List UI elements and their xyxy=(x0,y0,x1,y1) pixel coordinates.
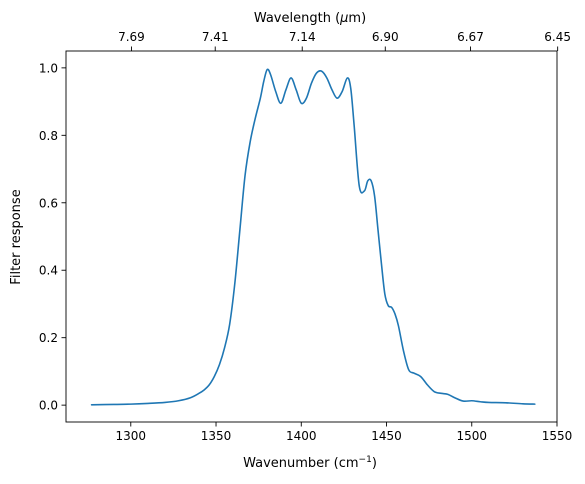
x-tick-label: 1450 xyxy=(371,429,402,443)
x-tick-label: 1550 xyxy=(542,429,573,443)
x-axis-ticks: 1300 1350 1400 1450 1500 1550 xyxy=(116,422,573,443)
top-axis-label: Wavelength (μm) xyxy=(254,11,366,26)
y-tick-label: 0.2 xyxy=(39,331,58,345)
y-tick-label: 1.0 xyxy=(39,61,58,75)
y-tick-label: 0.4 xyxy=(39,264,58,278)
series-layer xyxy=(90,68,536,406)
top-axis-ticks: 7.69 7.41 7.14 6.90 6.67 6.45 xyxy=(118,30,571,51)
x-axis-label: Wavenumber (cm−1) xyxy=(243,455,377,471)
top-tick-label: 7.14 xyxy=(289,30,316,44)
top-tick-label: 6.67 xyxy=(457,30,484,44)
x-tick-label: 1300 xyxy=(116,429,147,443)
y-axis-label: Filter response xyxy=(9,189,24,284)
top-tick-label: 7.41 xyxy=(202,30,229,44)
y-axis-ticks: 0.0 0.2 0.4 0.6 0.8 1.0 xyxy=(39,61,66,413)
x-tick-label: 1350 xyxy=(201,429,232,443)
y-tick-label: 0.8 xyxy=(39,129,58,143)
top-tick-label: 6.90 xyxy=(372,30,399,44)
plot-frame xyxy=(65,50,558,423)
x-tick-label: 1400 xyxy=(286,429,317,443)
series-line xyxy=(90,68,536,406)
x-tick-label: 1500 xyxy=(456,429,487,443)
top-tick-label: 7.69 xyxy=(118,30,145,44)
top-tick-label: 6.45 xyxy=(544,30,571,44)
plot-area-border xyxy=(65,50,558,423)
y-tick-label: 0.0 xyxy=(39,399,58,413)
y-tick-label: 0.6 xyxy=(39,196,58,210)
